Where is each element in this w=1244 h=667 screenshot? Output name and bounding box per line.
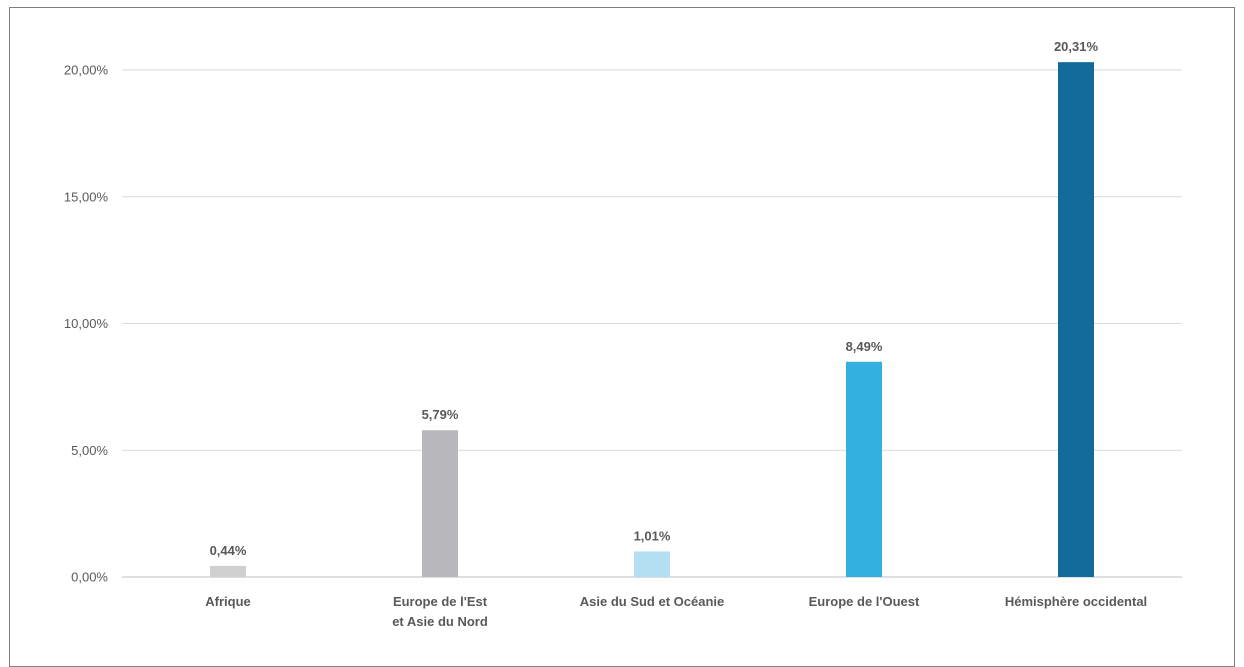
y-tick-label: 10,00%: [64, 316, 109, 331]
bar: [210, 565, 246, 577]
x-tick-label: et Asie du Nord: [392, 614, 488, 629]
data-label: 1,01%: [634, 528, 671, 543]
data-label: 20,31%: [1054, 39, 1099, 54]
data-label: 8,49%: [846, 339, 883, 354]
y-tick-label: 15,00%: [64, 189, 109, 204]
bar: [634, 551, 670, 577]
data-label: 5,79%: [422, 407, 459, 422]
x-tick-label: Afrique: [205, 594, 251, 609]
y-tick-label: 20,00%: [64, 63, 109, 78]
data-label: 0,44%: [210, 543, 247, 558]
bar-chart: 0,00% 5,00% 10,00% 15,00% 20,00% 0,44% Afrique…: [64, 39, 1182, 629]
x-tick-label: Europe de l'Ouest: [809, 594, 920, 609]
x-tick-label: Europe de l'Est: [393, 594, 488, 609]
bar: [1058, 62, 1094, 578]
bar: [422, 430, 458, 577]
y-tick-label: 0,00%: [71, 570, 108, 585]
bar: [846, 361, 882, 577]
x-tick-label: Hémisphère occidental: [1005, 594, 1147, 609]
x-tick-label: Asie du Sud et Océanie: [580, 594, 725, 609]
y-tick-label: 5,00%: [71, 443, 108, 458]
